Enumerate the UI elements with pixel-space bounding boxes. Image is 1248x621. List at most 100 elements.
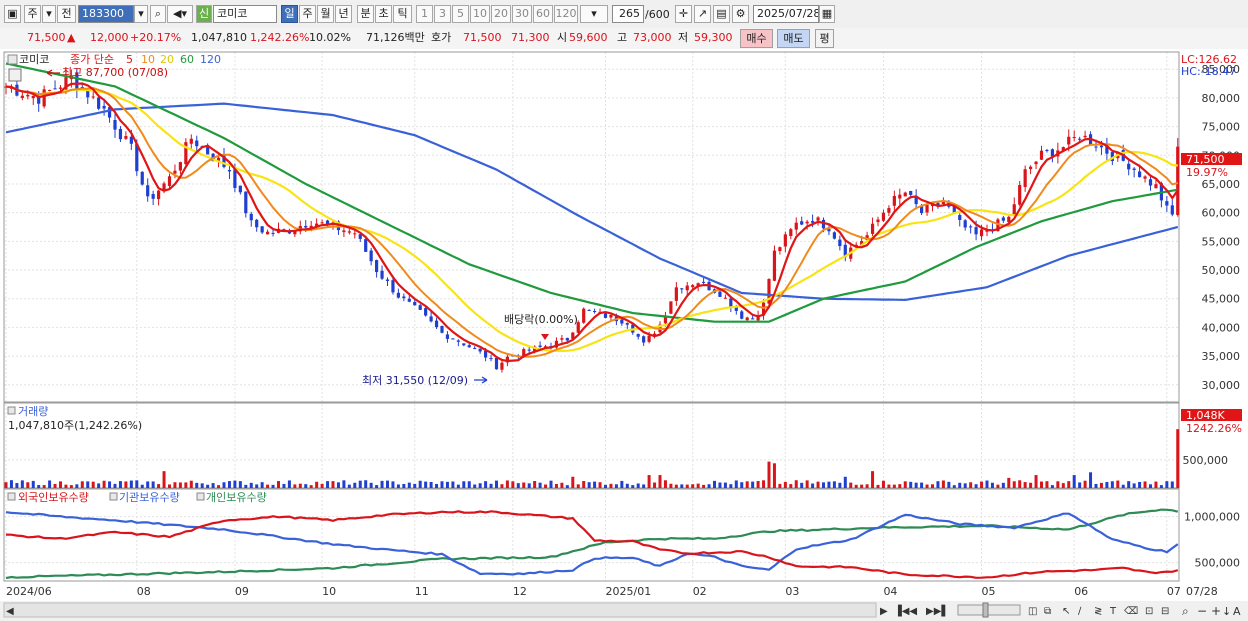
current-price: 71,500 [27,31,66,44]
period-1[interactable]: 1 [416,5,433,23]
market-dropdown-icon[interactable]: ▾ [42,5,56,23]
candle [473,346,477,350]
volume-bar [1067,481,1071,488]
count-input[interactable]: 265 [612,5,644,23]
legend-ma5: 5 [126,53,133,66]
volume-bar [42,485,46,488]
candle [674,282,678,306]
chart-scrollbar[interactable] [3,602,877,618]
candle [887,205,891,217]
volume-bar [636,483,640,488]
stock-name-field[interactable]: 코미코 [213,5,277,23]
volume-bar [1023,482,1027,488]
volume-bar [832,481,836,488]
period-10[interactable]: 10 [470,5,490,23]
tab-tick[interactable]: 틱 [393,5,412,23]
fit-icon[interactable]: ⊟ [1161,606,1169,617]
period-5[interactable]: 5 [452,5,469,23]
calendar-icon[interactable]: ▦ [819,5,835,23]
zoom-slider[interactable] [957,604,1021,616]
first-icon[interactable]: ▐◀◀ [894,604,917,617]
gear-icon[interactable]: ⚙ [732,5,749,23]
candle [1001,216,1005,224]
tab-year[interactable]: 년 [335,5,352,23]
volume-bar [195,482,199,488]
text-tool-icon[interactable]: T [1109,606,1117,617]
zoom-slider-handle[interactable] [982,602,989,618]
volume-bar [168,484,171,488]
calculator-icon[interactable] [8,68,22,82]
x-tick-label: 03 [785,585,799,598]
search-icon[interactable]: ⌕ [150,5,166,23]
volume-bar [1045,481,1049,488]
eval-button[interactable]: 평 [815,29,834,48]
candle [358,234,362,243]
tab-second[interactable]: 초 [375,5,392,23]
candle [751,315,755,320]
copy-icon[interactable]: ⧉ [1044,606,1051,617]
cross-icon[interactable]: ✛ [675,5,692,23]
buy-button[interactable]: 매수 [740,29,773,48]
sell-button[interactable]: 매도 [777,29,810,48]
candle [1023,165,1027,192]
code-dropdown-icon[interactable]: ▾ [134,5,148,23]
tab-week[interactable]: 주 [299,5,316,23]
zoom-out-icon[interactable]: − [1197,604,1207,618]
period-3[interactable]: 3 [434,5,451,23]
ma120-line [5,102,1179,302]
tab-minute[interactable]: 분 [357,5,374,23]
period-20[interactable]: 20 [491,5,511,23]
tab-month[interactable]: 월 [317,5,334,23]
date-input[interactable]: 2025/07/28 [753,5,819,23]
scroll-right-icon[interactable]: ▶ [880,606,888,617]
volume-bar [440,481,444,488]
scroll-left-icon[interactable]: ◀ [6,606,14,617]
prev-button[interactable]: 전 [57,5,76,23]
line-tool-icon[interactable]: ∕ [1078,606,1082,617]
fibo-icon[interactable]: ≷ [1094,606,1102,617]
font-icon[interactable]: A [1233,605,1241,618]
volume-bar [391,481,395,488]
candle [838,235,842,251]
period-30[interactable]: 30 [512,5,532,23]
legend-ma120: 120 [200,53,221,66]
candle [870,217,875,237]
align-icon[interactable]: ↓ [1222,605,1231,618]
zoom-icon[interactable]: ⌕ [1182,604,1189,618]
candle [102,100,106,116]
draw-icon[interactable]: ↖ [1062,606,1070,617]
volume-bar [173,482,177,488]
candle [843,240,847,262]
volume-bar [189,480,193,488]
volume-bar [1007,477,1011,488]
volume-bar [1018,480,1022,488]
last-icon[interactable]: ▶▶▌ [926,604,949,617]
sound-icon[interactable]: ◀▾ [167,5,193,23]
split-icon[interactable]: ◫ [1028,606,1037,617]
trend-icon[interactable]: ↗ [694,5,711,23]
lock-icon[interactable]: ⊡ [1145,606,1153,617]
window-icon[interactable]: ▣ [4,5,21,23]
save-icon[interactable]: ▤ [713,5,730,23]
price-tick-label: 55,000 [1202,235,1241,248]
candle [31,95,35,105]
candle [260,226,264,235]
volume-bar [1072,475,1076,488]
period-60[interactable]: 60 [533,5,553,23]
volume-bar [1132,483,1136,488]
period-dropdown-icon[interactable]: ▾ [580,5,608,23]
zoom-in-icon[interactable]: + [1211,604,1221,618]
period-120[interactable]: 120 [554,5,578,23]
tab-day[interactable]: 일 [281,5,298,23]
stock-code-input[interactable]: 183300 [78,5,134,23]
volume-bar [146,481,150,488]
candle [1029,165,1033,175]
volume-bar [1110,481,1114,488]
market-select[interactable]: 주 [24,5,41,23]
candle [625,322,629,329]
ma5-line [5,82,1179,363]
eraser-icon[interactable]: ⌫ [1124,606,1138,617]
volume-bar [386,480,389,488]
volume-bar [756,481,760,488]
stock-chart[interactable]: 30,000 35,000 40,000 45,000 50,000 55,000 60,0… [0,49,1248,621]
